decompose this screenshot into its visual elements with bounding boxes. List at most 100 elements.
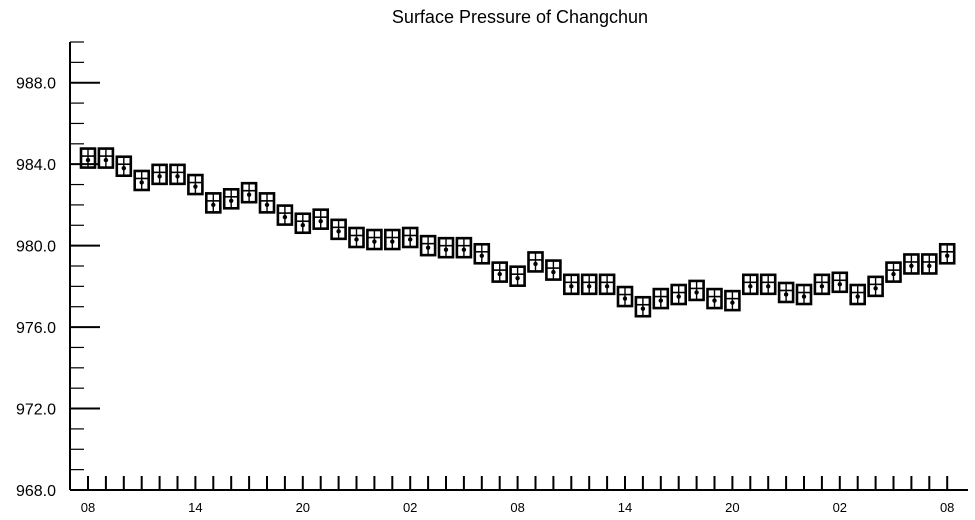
box-outline — [849, 283, 867, 306]
box-point — [515, 275, 520, 281]
y-tick-label: 980.0 — [16, 239, 56, 256]
box-outline — [724, 289, 741, 312]
box-outline — [276, 204, 294, 226]
data-box — [795, 283, 813, 306]
data-box — [115, 155, 133, 178]
box-point — [712, 298, 717, 303]
data-box — [652, 287, 670, 310]
box-point — [694, 290, 699, 295]
y-tick-label: 984.0 — [16, 157, 56, 174]
box-point — [730, 300, 735, 305]
box-outline — [545, 259, 562, 281]
box-point — [390, 239, 395, 244]
data-box — [366, 228, 383, 251]
box-point — [497, 271, 502, 277]
box-outline — [115, 155, 133, 178]
data-box — [205, 192, 222, 214]
x-tick-label: 08 — [81, 500, 95, 515]
data-box — [258, 192, 276, 214]
box-outline — [598, 273, 616, 296]
box-outline — [151, 163, 168, 186]
box-point — [300, 223, 305, 228]
box-outline — [777, 281, 795, 304]
data-box — [455, 236, 473, 259]
box-point — [945, 253, 950, 258]
box-outline — [562, 273, 580, 296]
box-outline — [419, 234, 437, 257]
box-outline — [383, 228, 401, 251]
box-outline — [634, 295, 652, 318]
box-point — [336, 229, 341, 234]
box-point — [354, 237, 359, 242]
y-tick-label: 988.0 — [16, 76, 56, 93]
box-point — [783, 292, 789, 297]
box-point — [425, 245, 431, 250]
box-point — [569, 284, 574, 289]
data-box — [169, 163, 186, 186]
data-box — [222, 188, 240, 210]
box-outline — [867, 275, 884, 298]
box-point — [748, 284, 753, 289]
data-box — [473, 242, 491, 265]
box-outline — [401, 226, 419, 249]
box-outline — [509, 265, 526, 287]
box-outline — [437, 236, 455, 259]
box-outline — [240, 181, 258, 204]
box-outline — [885, 261, 902, 283]
box-outline — [938, 242, 956, 265]
data-box — [777, 281, 795, 304]
box-point — [551, 269, 556, 275]
box-outline — [491, 261, 509, 283]
x-tick-label: 20 — [296, 500, 310, 515]
box-point — [318, 218, 323, 224]
box-point — [622, 296, 628, 301]
x-tick-label: 14 — [188, 500, 202, 515]
data-box — [401, 226, 419, 249]
x-tick-label: 08 — [940, 500, 954, 515]
x-ticks: 08 14 20 02 08 14 20 02 08 — [81, 476, 954, 515]
box-point — [85, 157, 91, 163]
box-outline — [652, 287, 670, 310]
data-box — [383, 228, 401, 251]
box-outline — [455, 236, 473, 259]
data-box — [634, 295, 652, 318]
box-point — [658, 298, 663, 303]
data-box — [616, 285, 634, 308]
box-outline — [473, 242, 491, 265]
x-tick-label: 08 — [510, 500, 524, 515]
box-point — [229, 198, 234, 203]
box-point — [193, 184, 198, 189]
box-point — [121, 166, 127, 171]
x-tick-label: 02 — [833, 500, 847, 515]
data-box — [849, 283, 867, 306]
box-outline — [312, 208, 330, 230]
data-box — [831, 271, 849, 294]
box-point — [372, 239, 377, 244]
box-point — [640, 306, 646, 311]
box-outline — [348, 226, 365, 249]
box-outline — [294, 212, 312, 235]
data-box — [509, 265, 526, 287]
x-tick-label: 14 — [618, 500, 632, 515]
data-box — [598, 273, 616, 296]
data-box — [187, 173, 204, 196]
data-box — [97, 147, 115, 169]
box-point — [891, 271, 896, 277]
box-outline — [759, 273, 777, 296]
y-tick-label: 976.0 — [16, 320, 56, 337]
box-point — [819, 284, 825, 289]
box-point — [479, 253, 484, 258]
data-box — [741, 273, 759, 296]
box-point — [533, 261, 538, 267]
data-box — [437, 236, 455, 259]
data-box — [151, 163, 168, 186]
data-box — [759, 273, 777, 296]
box-outline — [580, 273, 598, 296]
box-outline — [920, 253, 938, 275]
y-ticks: 968.0 972.0 976.0 980.0 984.0 988.0 — [16, 41, 100, 500]
box-point — [246, 192, 252, 197]
box-outline — [670, 283, 688, 306]
box-point — [837, 282, 842, 287]
box-outline — [688, 279, 705, 302]
